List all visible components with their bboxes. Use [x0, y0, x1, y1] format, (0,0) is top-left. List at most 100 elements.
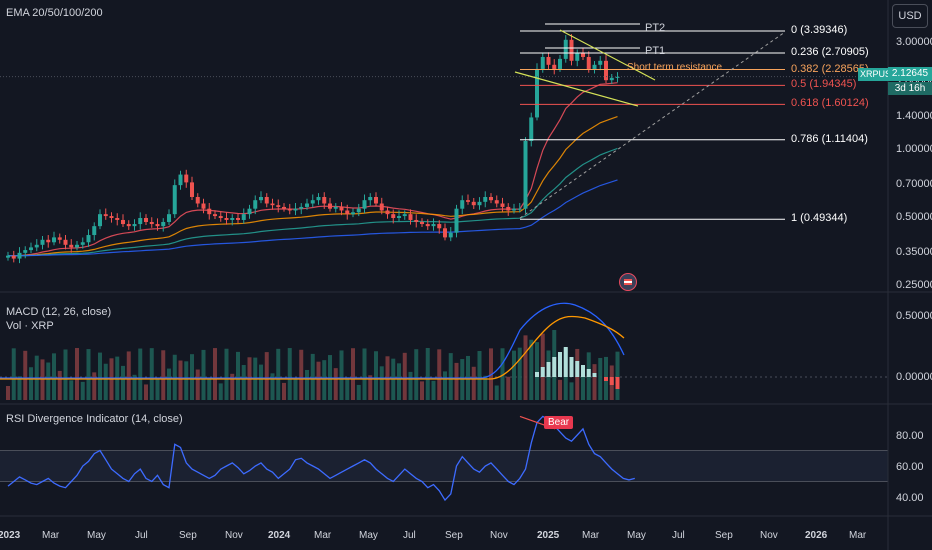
- candle-body: [454, 208, 459, 233]
- time-axis-label: Mar: [314, 530, 332, 541]
- volume-bar: [310, 353, 315, 400]
- time-axis-label: Nov: [225, 530, 243, 541]
- macd-histogram-bar: [569, 357, 574, 377]
- candle-body: [86, 235, 91, 243]
- candle-body: [586, 56, 591, 69]
- volume-bar: [178, 360, 183, 400]
- candle-body: [305, 203, 309, 207]
- candle-body: [374, 196, 378, 204]
- volume-bar: [356, 384, 361, 400]
- candle-body: [402, 214, 407, 217]
- candle-body: [598, 60, 603, 65]
- macd-histogram-bar: [575, 361, 580, 377]
- last-price-tag: 2.12645: [888, 67, 932, 81]
- us-flag-icon[interactable]: [619, 273, 637, 291]
- candle-body: [362, 200, 367, 209]
- candle-body: [615, 76, 620, 78]
- time-axis-label: Nov: [760, 530, 778, 541]
- macd-histogram-bar: [540, 367, 545, 377]
- volume-bar: [207, 378, 212, 400]
- volume-bar: [477, 351, 482, 400]
- candle-body: [385, 210, 390, 215]
- macd-histogram-bar: [558, 352, 562, 377]
- rsi-panel: [0, 415, 888, 502]
- volume-bar: [431, 380, 436, 400]
- time-axis-label: 2026: [805, 530, 828, 541]
- volume-bar: [368, 375, 373, 400]
- volume-bar: [535, 342, 539, 400]
- price-axis-label: 0.35000: [896, 245, 932, 258]
- volume-bar: [282, 382, 286, 400]
- candle-body: [345, 210, 350, 215]
- short-term-resistance-label: Short term resistance: [627, 62, 723, 73]
- volume-bar: [454, 362, 459, 400]
- price-axis-label: 1.00000: [896, 143, 932, 156]
- candle-body: [167, 214, 171, 222]
- candle-body: [17, 252, 22, 259]
- volume-bar: [299, 349, 304, 400]
- macd-histogram-bar: [609, 377, 614, 385]
- macd-histogram-bar: [581, 365, 585, 377]
- price-axis-label: 0.50000: [896, 211, 932, 223]
- volume-bar: [592, 364, 597, 400]
- time-axis-label: Sep: [715, 530, 733, 541]
- time-axis-label: Mar: [582, 530, 600, 541]
- volume-bar: [316, 361, 321, 400]
- candle-body: [328, 203, 332, 209]
- candle-body: [230, 218, 235, 220]
- volume-bar: [184, 361, 189, 400]
- candle-body: [207, 208, 212, 215]
- candle-body: [333, 206, 338, 209]
- candle-body: [213, 214, 217, 217]
- volume-bar: [362, 348, 367, 400]
- volume-bar: [339, 350, 344, 400]
- candle-body: [494, 200, 499, 204]
- candle-body: [391, 214, 396, 218]
- candle-body: [500, 203, 505, 207]
- candle-body: [34, 244, 39, 248]
- price-axis-label: 0.70000: [896, 178, 932, 191]
- volume-bar: [241, 365, 246, 400]
- macd-histogram-bar: [535, 372, 539, 377]
- macd-title[interactable]: MACD (12, 26, close): [6, 306, 112, 318]
- candle-body: [506, 206, 511, 211]
- fib-level-label: 0.786 (1.11404): [791, 132, 868, 145]
- candle-body: [69, 244, 74, 248]
- candle-body: [552, 64, 557, 69]
- volume-bar: [138, 348, 143, 400]
- rsi-line: [7, 415, 635, 502]
- volume-bar: [149, 348, 154, 400]
- volume-bar: [121, 365, 125, 400]
- rsi-title[interactable]: RSI Divergence Indicator (14, close): [6, 413, 183, 425]
- candle-body: [253, 200, 258, 209]
- trend-drawings: [514, 23, 786, 219]
- volume-bar: [52, 353, 56, 400]
- volume-bar: [86, 349, 91, 400]
- volume-bar: [425, 348, 430, 400]
- wedge-upper-line: [559, 29, 656, 81]
- volume-bar: [408, 371, 413, 400]
- candle-body: [259, 196, 263, 201]
- candle-body: [483, 196, 488, 202]
- candle-body: [23, 250, 28, 253]
- macd-axis-label-zero: 0.00000: [896, 371, 932, 383]
- time-axis-label: 2023: [0, 530, 21, 541]
- volume-bar: [615, 351, 620, 400]
- candle-body: [356, 208, 361, 213]
- ema-indicator-label[interactable]: EMA 20/50/100/200: [6, 7, 103, 19]
- candle-body: [109, 216, 114, 218]
- currency-button[interactable]: USD: [892, 4, 928, 28]
- volume-bar: [523, 335, 528, 400]
- time-axis-label: Nov: [490, 530, 508, 541]
- candle-body: [425, 224, 430, 227]
- candle-body: [126, 224, 131, 227]
- rsi-axis-label-60: 60.00: [896, 461, 924, 473]
- pt2-label: PT2: [645, 22, 666, 34]
- candle-body: [184, 174, 189, 183]
- volume-bar: [402, 352, 407, 400]
- volume-title[interactable]: Vol · XRP: [6, 320, 54, 332]
- candle-body: [138, 218, 143, 225]
- candle-body: [609, 77, 614, 81]
- volume-bar: [218, 383, 223, 400]
